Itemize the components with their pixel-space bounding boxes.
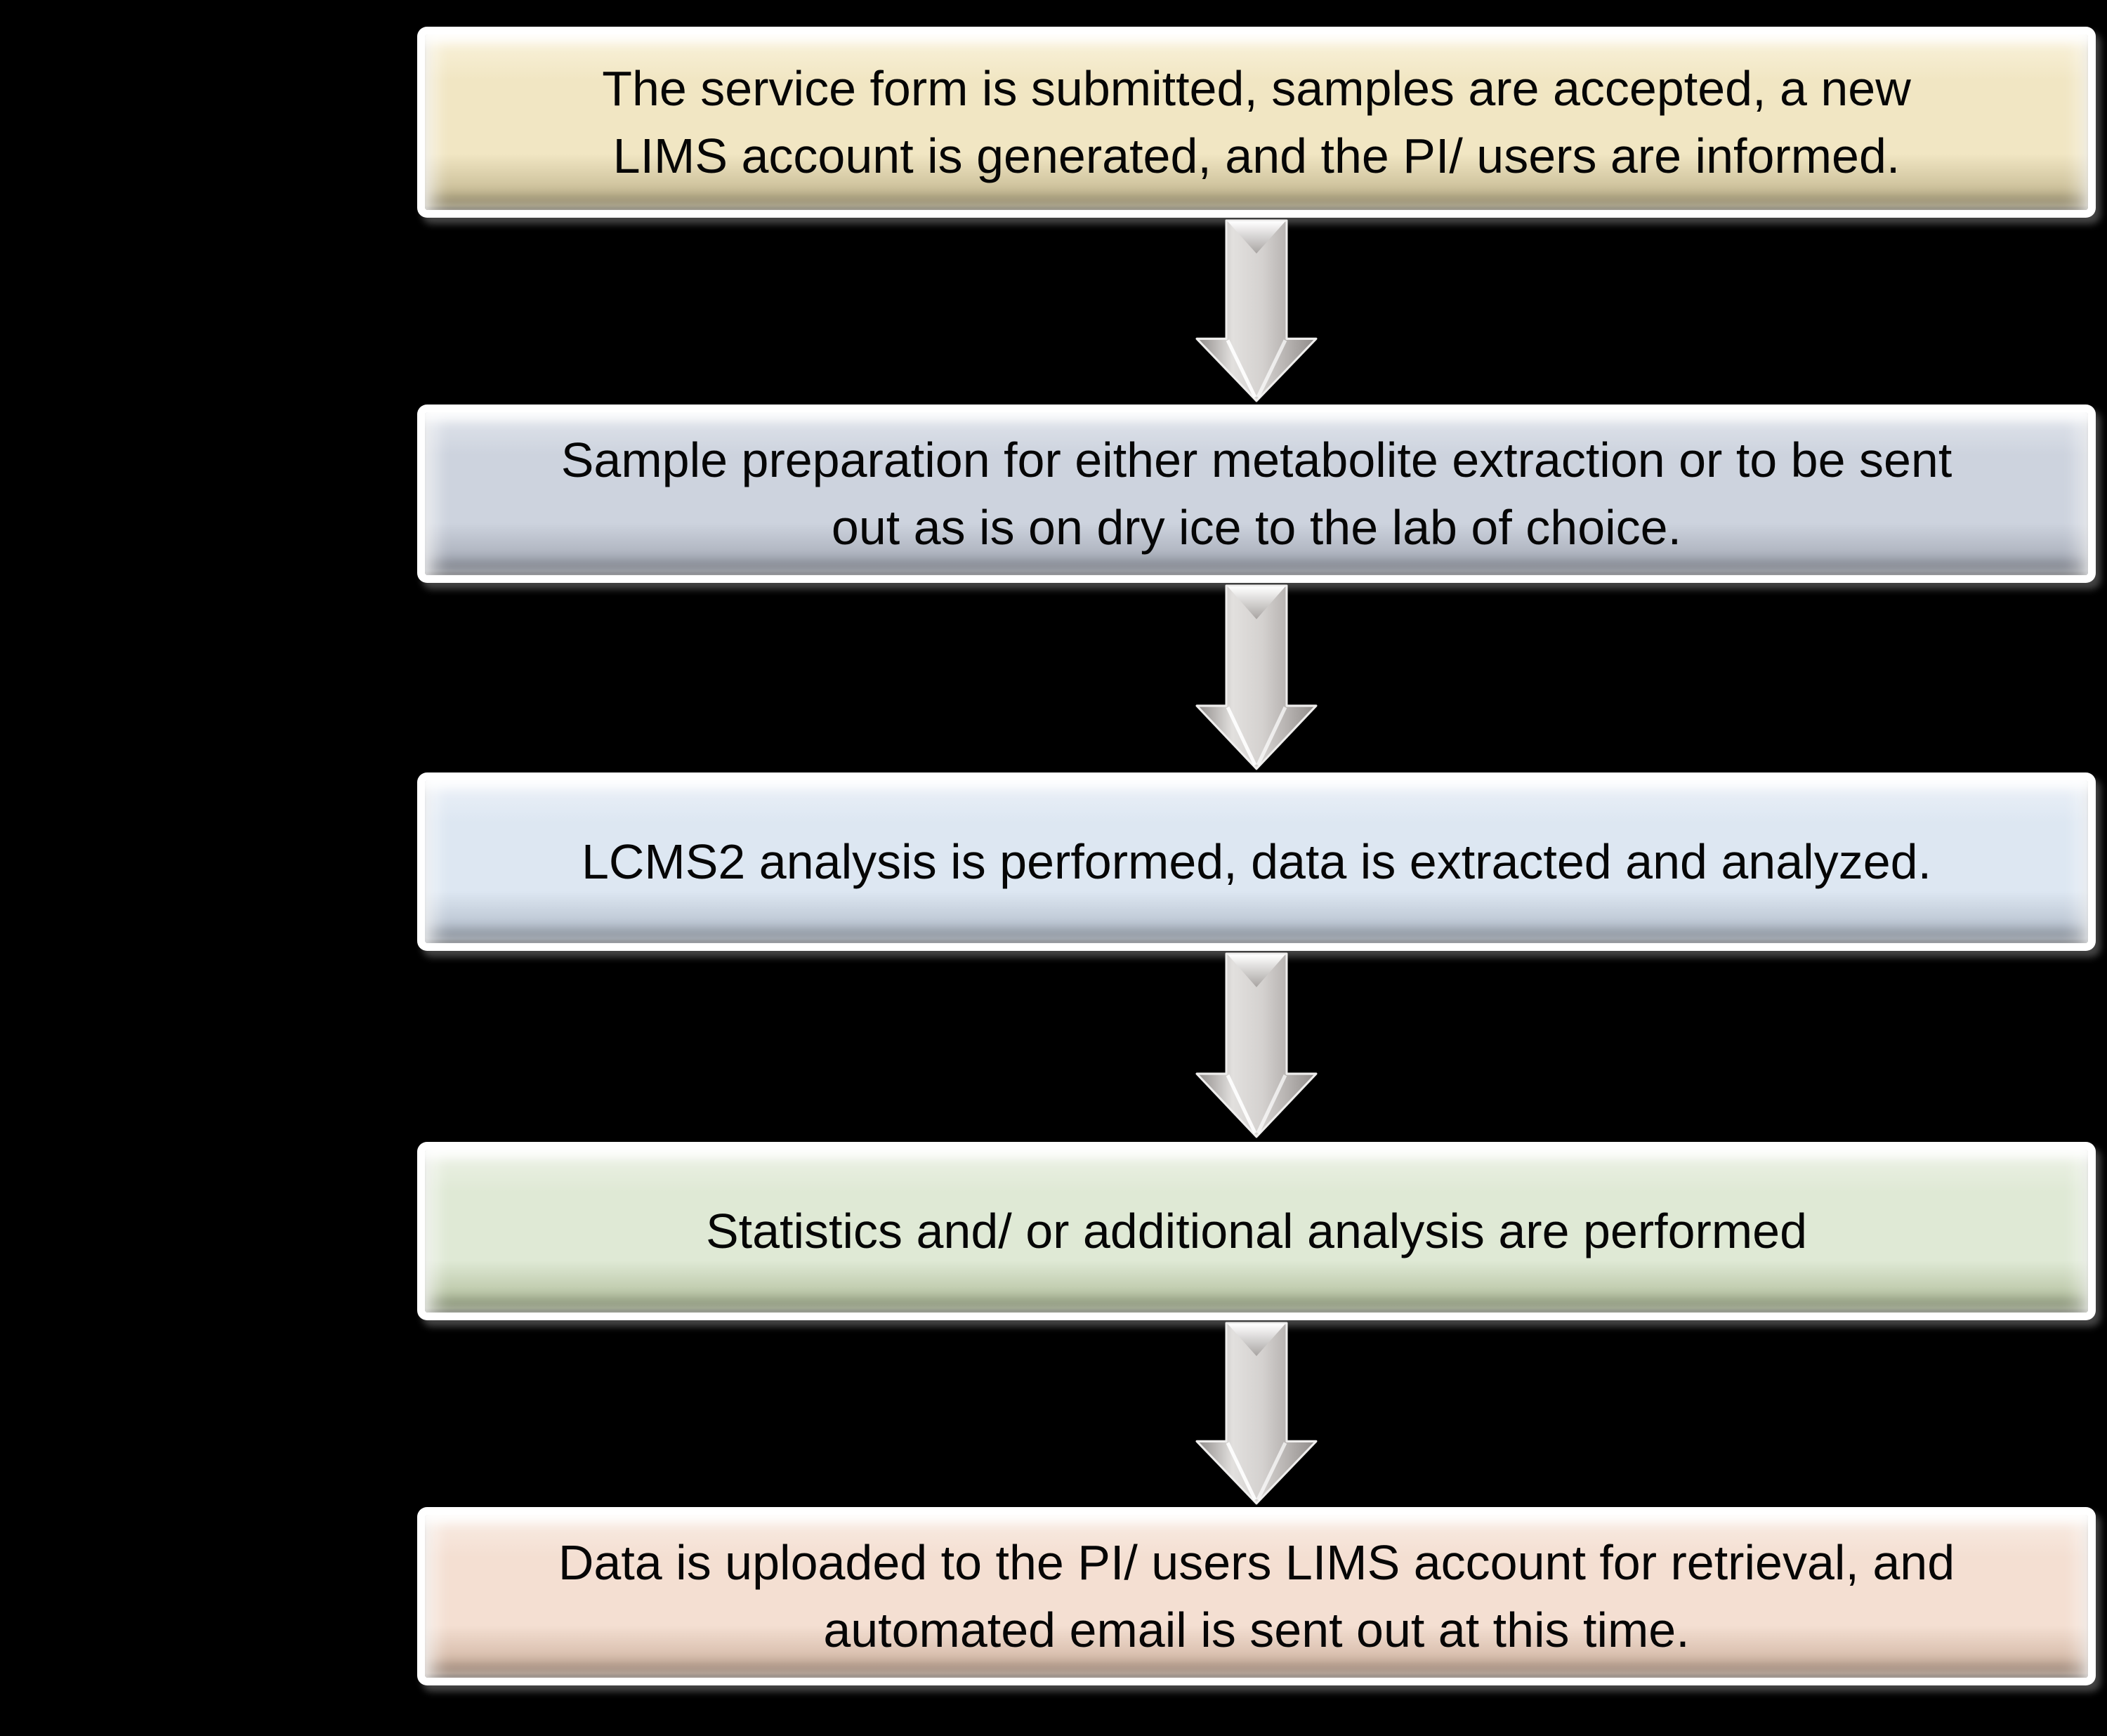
arrow-down-icon xyxy=(1195,952,1318,1139)
flow-step-4-text-line-1: Statistics and/ or additional analysis a… xyxy=(705,1204,1808,1258)
arrow-down-icon xyxy=(1195,1322,1318,1506)
flow-step-3-panel: LCMS2 analysis is performed, data is ext… xyxy=(425,780,2088,943)
flow-step-1-text-line-1: The service form is submitted, samples a… xyxy=(602,61,1911,116)
flow-step-2-text-line-2: out as is on dry ice to the lab of choic… xyxy=(831,500,1682,555)
flow-step-5-text-line-1: Data is uploaded to the PI/ users LIMS a… xyxy=(558,1535,1955,1590)
flow-step-5: Data is uploaded to the PI/ users LIMS a… xyxy=(417,1507,2096,1685)
arrow-down-icon xyxy=(1195,584,1318,771)
flow-step-4: Statistics and/ or additional analysis a… xyxy=(417,1142,2096,1320)
flow-step-3: LCMS2 analysis is performed, data is ext… xyxy=(417,772,2096,951)
flow-step-2: Sample preparation for either metabolite… xyxy=(417,405,2096,583)
flow-step-5-panel: Data is uploaded to the PI/ users LIMS a… xyxy=(425,1515,2088,1678)
flow-step-1-panel: The service form is submitted, samples a… xyxy=(425,34,2088,210)
flow-step-1: The service form is submitted, samples a… xyxy=(417,27,2096,218)
flow-step-2-panel: Sample preparation for either metabolite… xyxy=(425,412,2088,575)
flow-step-4-panel: Statistics and/ or additional analysis a… xyxy=(425,1150,2088,1313)
flow-step-1-text-line-2: LIMS account is generated, and the PI/ u… xyxy=(612,129,1901,183)
flow-step-3-text-line-1: LCMS2 analysis is performed, data is ext… xyxy=(581,834,1932,889)
arrow-down-icon xyxy=(1195,219,1318,403)
flow-step-5-text-line-2: automated email is sent out at this time… xyxy=(823,1603,1690,1657)
flow-step-2-text-line-1: Sample preparation for either metabolite… xyxy=(560,433,1952,487)
